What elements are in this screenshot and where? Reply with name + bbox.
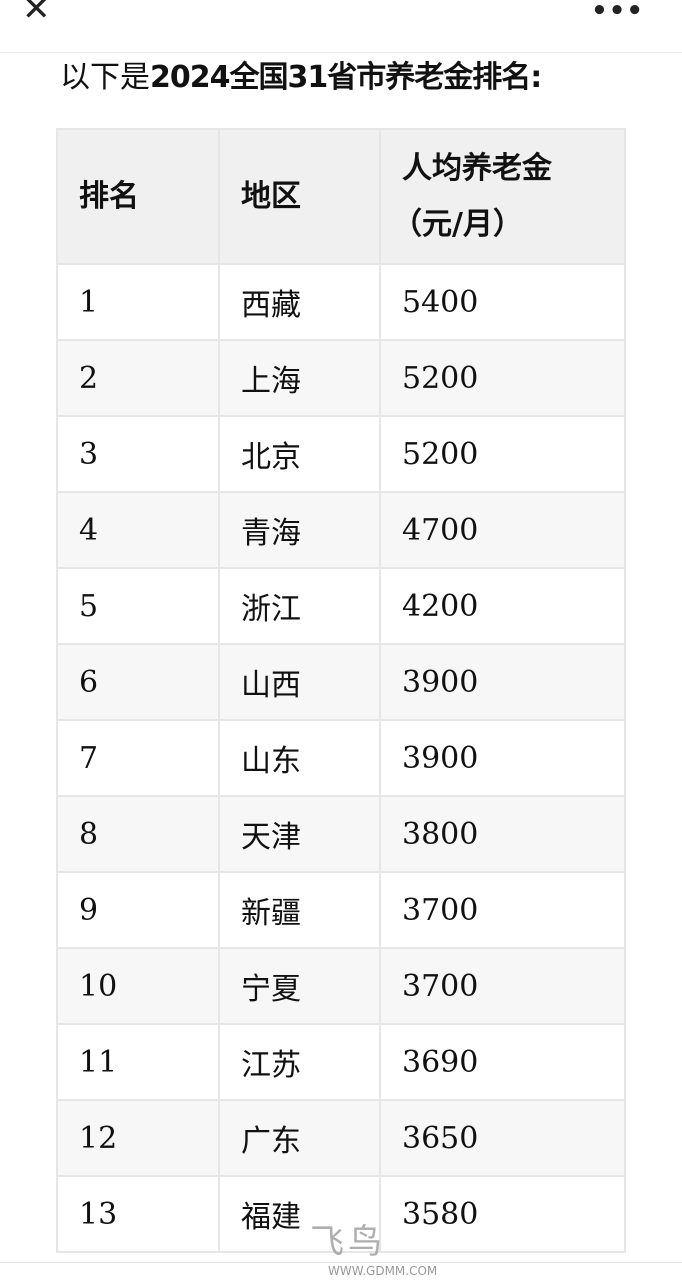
cell-region: 青海: [218, 491, 381, 569]
watermark-url: WWW.GDMM.COM: [328, 1264, 438, 1278]
more-icon[interactable]: •••: [591, 0, 644, 26]
header-rank: 排名: [56, 128, 220, 265]
cell-rank: 1: [56, 263, 220, 341]
watermark-logo: 飞鸟: [310, 1222, 386, 1262]
header-region: 地区: [218, 128, 381, 265]
table-row: 9 新疆 3700: [56, 871, 626, 949]
pension-ranking-table: 排名 地区 人均养老金 （元/月） 1 西藏 5400 2 上海 5200 3 北京 5200 4 青…: [56, 128, 626, 1253]
cell-rank: 10: [56, 947, 220, 1025]
cell-pension: 4700: [379, 491, 626, 569]
cell-pension: 3690: [379, 1023, 626, 1101]
title-bold: 2024全国31省市养老金排名:: [150, 60, 542, 95]
table-row: 7 山东 3900: [56, 719, 626, 797]
cell-rank: 12: [56, 1099, 220, 1177]
cell-region: 上海: [218, 339, 381, 417]
table-row: 13 福建 3580: [56, 1175, 626, 1253]
cell-region: 浙江: [218, 567, 381, 645]
header-pension: 人均养老金 （元/月）: [379, 128, 626, 265]
cell-pension: 5400: [379, 263, 626, 341]
close-icon[interactable]: ✕: [22, 0, 51, 29]
cell-pension: 3700: [379, 947, 626, 1025]
table-row: 2 上海 5200: [56, 339, 626, 417]
cell-pension: 5200: [379, 339, 626, 417]
cell-region: 宁夏: [218, 947, 381, 1025]
cell-pension: 3800: [379, 795, 626, 873]
table-row: 12 广东 3650: [56, 1099, 626, 1177]
table-row: 6 山西 3900: [56, 643, 626, 721]
cell-rank: 5: [56, 567, 220, 645]
cell-pension: 3580: [379, 1175, 626, 1253]
cell-region: 北京: [218, 415, 381, 493]
table-row: 11 江苏 3690: [56, 1023, 626, 1101]
cell-region: 江苏: [218, 1023, 381, 1101]
table-row: 5 浙江 4200: [56, 567, 626, 645]
cell-pension: 3900: [379, 643, 626, 721]
bottom-bar: [0, 1262, 682, 1281]
cell-rank: 9: [56, 871, 220, 949]
cell-pension: 4200: [379, 567, 626, 645]
cell-region: 新疆: [218, 871, 381, 949]
cell-pension: 5200: [379, 415, 626, 493]
cell-pension: 3900: [379, 719, 626, 797]
watermark: 飞鸟 WWW.GDMM.COM: [250, 1222, 510, 1280]
cell-region: 广东: [218, 1099, 381, 1177]
cell-region: 山东: [218, 719, 381, 797]
cell-rank: 3: [56, 415, 220, 493]
article-title: 以下是2024全国31省市养老金排名:: [60, 58, 542, 98]
cell-pension: 3700: [379, 871, 626, 949]
cell-rank: 11: [56, 1023, 220, 1101]
cell-rank: 6: [56, 643, 220, 721]
cell-rank: 8: [56, 795, 220, 873]
cell-region: 西藏: [218, 263, 381, 341]
cell-rank: 7: [56, 719, 220, 797]
cell-region: 山西: [218, 643, 381, 721]
header-pension-line1: 人均养老金: [402, 150, 552, 186]
table-header-row: 排名 地区 人均养老金 （元/月）: [56, 128, 626, 265]
table-row: 10 宁夏 3700: [56, 947, 626, 1025]
table-row: 1 西藏 5400: [56, 263, 626, 341]
cell-region: 天津: [218, 795, 381, 873]
cell-rank: 2: [56, 339, 220, 417]
table-row: 3 北京 5200: [56, 415, 626, 493]
top-bar: ✕ •••: [0, 0, 682, 53]
table-row: 4 青海 4700: [56, 491, 626, 569]
cell-region: 福建: [218, 1175, 381, 1253]
header-pension-line2: （元/月）: [392, 206, 523, 242]
cell-rank: 4: [56, 491, 220, 569]
cell-pension: 3650: [379, 1099, 626, 1177]
title-prefix: 以下是: [60, 60, 150, 95]
table-row: 8 天津 3800: [56, 795, 626, 873]
cell-rank: 13: [56, 1175, 220, 1253]
